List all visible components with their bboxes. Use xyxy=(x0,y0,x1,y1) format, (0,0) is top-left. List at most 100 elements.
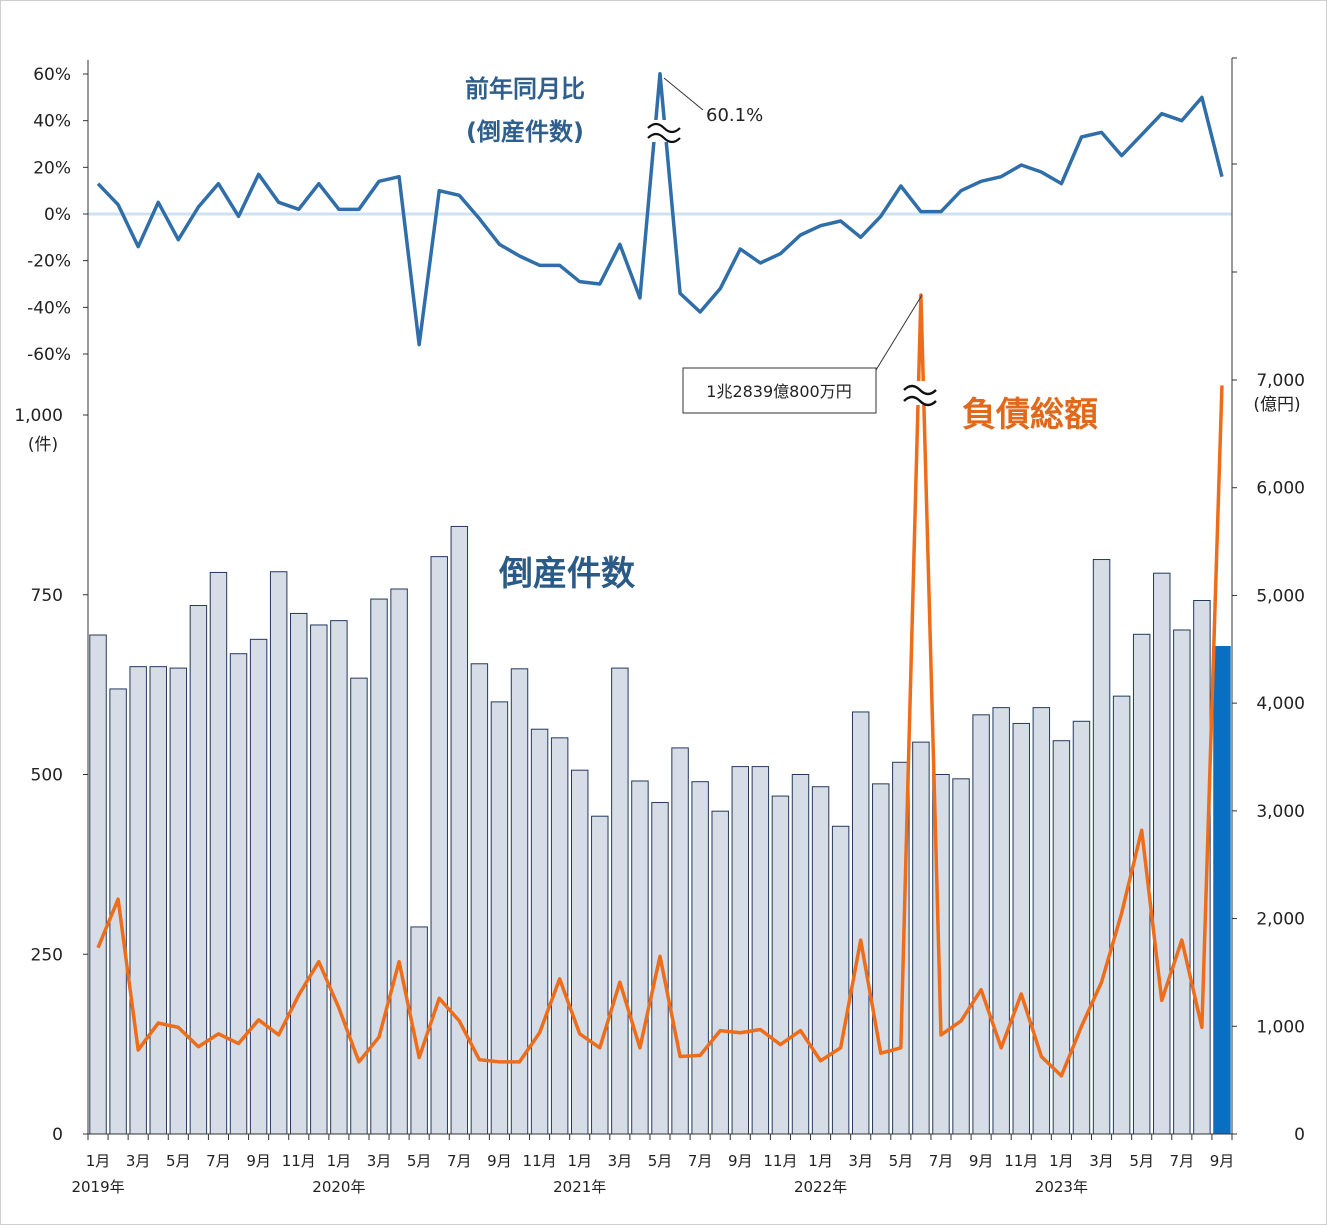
bar-2021-05 xyxy=(651,802,669,1135)
bar-2022-06 xyxy=(912,741,930,1135)
bar-2019-12 xyxy=(310,624,328,1135)
x-tick-label: 9月 xyxy=(728,1152,753,1170)
bar-2020-01 xyxy=(330,620,348,1135)
x-tick-label: 7月 xyxy=(447,1152,472,1170)
bar-2023-06 xyxy=(1153,572,1171,1135)
x-tick-label: 5月 xyxy=(1129,1152,1154,1170)
bar-2022-03 xyxy=(851,711,870,1135)
bar-2021-01 xyxy=(570,769,589,1135)
liabilities-line xyxy=(96,293,1224,1078)
bar-2021-06 xyxy=(671,747,689,1135)
x-tick-label: 3月 xyxy=(608,1152,633,1170)
x-tick-label: 5月 xyxy=(889,1152,914,1170)
bar-2022-12 xyxy=(1032,707,1051,1135)
right-tick-label: 5,000 xyxy=(1256,586,1305,606)
right-tick-label: 1,000 xyxy=(1256,1017,1305,1037)
bar-2021-03 xyxy=(611,667,629,1135)
x-tick-label: 7月 xyxy=(1170,1152,1195,1170)
x-tick-label: 11月 xyxy=(282,1152,316,1170)
bar-2021-10 xyxy=(751,766,770,1135)
bar-2019-03 xyxy=(129,666,147,1135)
yoy-annotation: 60.1% xyxy=(706,105,763,126)
yoy-line xyxy=(96,72,1224,347)
bar-2019-08 xyxy=(229,653,248,1135)
liabilities-title: 負債総額 xyxy=(962,395,1098,435)
bar-2021-08 xyxy=(711,810,729,1135)
yoy-title: 前年同月比 xyxy=(465,75,585,103)
line-series-liabilities xyxy=(96,293,1224,1078)
bar-2019-11 xyxy=(290,612,308,1135)
x-tick-label: 3月 xyxy=(367,1152,392,1170)
yoy-axis-break-icon xyxy=(646,120,682,144)
right-tick-label: 7,000 xyxy=(1256,371,1305,391)
bar-2019-06 xyxy=(189,605,208,1135)
bar-2019-07 xyxy=(209,571,228,1135)
x-tick-label: 1月 xyxy=(86,1152,111,1170)
yoy-tick-label: -20% xyxy=(27,252,71,272)
bar-2023-02 xyxy=(1072,720,1091,1135)
bar-2022-09 xyxy=(972,714,990,1135)
bar-2020-11 xyxy=(530,728,549,1135)
bar-2019-09 xyxy=(249,638,268,1135)
bar-2020-03 xyxy=(370,598,388,1135)
bar-2020-06 xyxy=(430,556,448,1135)
right-tick-label: 2,000 xyxy=(1256,910,1305,930)
right-tick-label: 4,000 xyxy=(1256,694,1305,714)
left-tick-label: 1,000 xyxy=(14,406,63,426)
right-tick-label: 6,000 xyxy=(1256,479,1305,499)
bar-2020-12 xyxy=(550,737,569,1135)
yoy-tick-label: 20% xyxy=(33,158,71,178)
line-series-yoy xyxy=(96,72,1224,347)
liab-callout-leader xyxy=(875,294,923,371)
bar-2023-09 xyxy=(1213,646,1231,1135)
bar-2019-10 xyxy=(269,571,288,1135)
x-tick-label: 3月 xyxy=(1089,1152,1114,1170)
bar-2023-03 xyxy=(1092,559,1111,1135)
left-tick-label: 0 xyxy=(52,1125,63,1145)
bar-2022-08 xyxy=(952,778,970,1135)
bar-2021-04 xyxy=(631,780,649,1135)
x-tick-label: 1月 xyxy=(567,1152,592,1170)
bar-2021-07 xyxy=(691,781,709,1135)
bar-2023-07 xyxy=(1173,629,1191,1135)
bar-2020-10 xyxy=(510,668,529,1135)
bar-2020-09 xyxy=(490,701,509,1135)
x-tick-label: 7月 xyxy=(929,1152,954,1170)
bar-2019-05 xyxy=(169,667,188,1135)
bar-2019-04 xyxy=(149,666,167,1135)
bar-2020-04 xyxy=(390,588,408,1135)
bar-2022-01 xyxy=(811,786,830,1135)
bar-2021-09 xyxy=(731,766,750,1135)
x-tick-label: 1月 xyxy=(808,1152,833,1170)
liab-axis-break-icon xyxy=(902,381,940,407)
bar-2021-02 xyxy=(591,815,609,1135)
year-label: 2023年 xyxy=(1035,1178,1088,1196)
yoy-callout-leader xyxy=(663,77,704,111)
x-tick-label: 9月 xyxy=(969,1152,994,1170)
bar-2020-02 xyxy=(350,677,368,1135)
x-tick-label: 5月 xyxy=(648,1152,673,1170)
left-axis-unit: (件) xyxy=(28,435,58,455)
yoy-tick-label: 60% xyxy=(33,65,71,85)
year-label: 2021年 xyxy=(553,1178,606,1196)
x-tick-label: 11月 xyxy=(763,1152,797,1170)
x-tick-label: 9月 xyxy=(1210,1152,1235,1170)
x-tick-label: 5月 xyxy=(407,1152,432,1170)
yoy-tick-label: -40% xyxy=(27,298,71,318)
x-tick-label: 3月 xyxy=(848,1152,873,1170)
left-tick-label: 500 xyxy=(31,766,63,786)
yoy-subtitle: (倒産件数) xyxy=(466,118,584,146)
bar-2019-01 xyxy=(89,634,107,1135)
x-tick-label: 5月 xyxy=(166,1152,191,1170)
liab-annotation: 1兆2839億800万円 xyxy=(706,382,851,401)
bar-2020-08 xyxy=(470,663,489,1135)
yoy-tick-label: -60% xyxy=(27,345,71,365)
liab-annotation-box xyxy=(682,367,877,414)
right-axis-unit: (億円) xyxy=(1253,395,1300,415)
right-tick-label: 3,000 xyxy=(1256,802,1305,822)
x-tick-label: 1月 xyxy=(1049,1152,1074,1170)
x-tick-label: 9月 xyxy=(246,1152,271,1170)
bar-2021-11 xyxy=(771,795,790,1135)
right-tick-label: 0 xyxy=(1294,1125,1305,1145)
